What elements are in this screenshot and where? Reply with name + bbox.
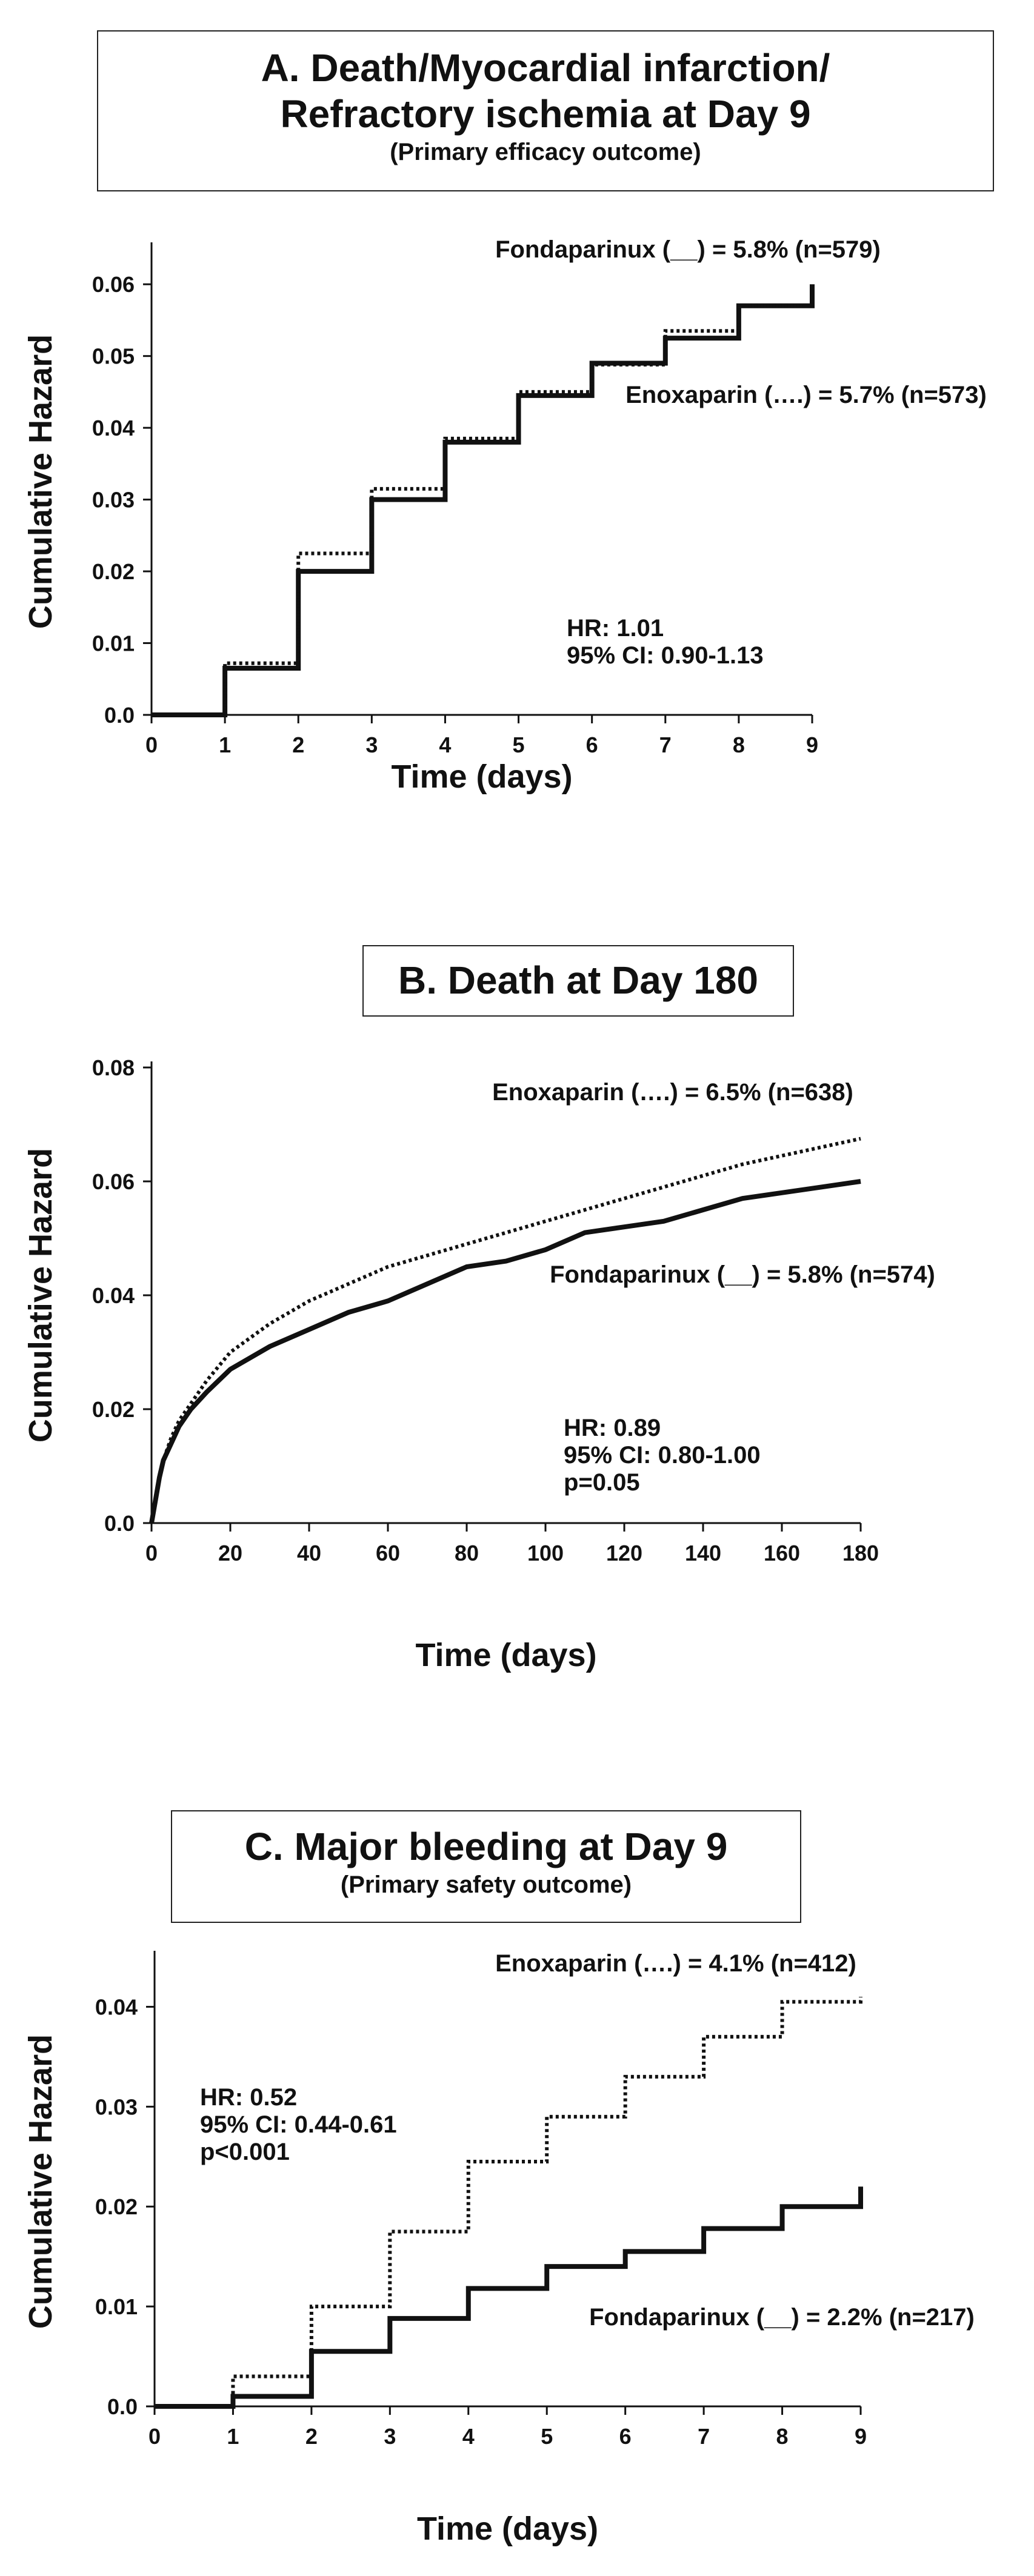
x-tick-label: 4 bbox=[439, 732, 451, 757]
y-tick-label: 0.01 bbox=[95, 2294, 138, 2319]
y-tick-label: 0.0 bbox=[104, 1511, 135, 1536]
x-tick-label: 2 bbox=[305, 2424, 318, 2449]
annotation-fonda-label: Fondaparinux (__) = 5.8% (n=574) bbox=[550, 1261, 935, 1288]
y-tick-label: 0.01 bbox=[92, 631, 135, 656]
annotation-ci: 95% CI: 0.90-1.13 bbox=[567, 642, 764, 669]
x-tick-label: 2 bbox=[292, 732, 304, 757]
panel-b-title-line1: B. Death at Day 180 bbox=[398, 958, 759, 1002]
panel-a-subtitle: (Primary efficacy outcome) bbox=[390, 139, 701, 165]
annotation-ci: 95% CI: 0.44-0.61 bbox=[200, 2111, 397, 2138]
series-line-enoxaparin bbox=[155, 1996, 862, 2408]
panel-c-subtitle: (Primary safety outcome) bbox=[340, 1871, 632, 1898]
y-tick-label: 0.05 bbox=[92, 344, 135, 369]
panel-c-title-box: C. Major bleeding at Day 9 (Primary safe… bbox=[171, 1810, 801, 1923]
x-tick-label: 160 bbox=[764, 1541, 800, 1565]
x-tick-label: 8 bbox=[776, 2424, 789, 2449]
chart-b: 0 20 40 60 80 100 120 140 160 180 0.0 0.02 0.04 0.06 0… bbox=[22, 1055, 935, 1673]
x-tick-label: 8 bbox=[733, 732, 745, 757]
x-tick-label: 3 bbox=[365, 732, 378, 757]
x-tick-label: 40 bbox=[297, 1541, 321, 1565]
x-tick-label: 6 bbox=[586, 732, 598, 757]
y-tick-label: 0.02 bbox=[95, 2194, 138, 2219]
x-tick-label: 5 bbox=[513, 732, 525, 757]
y-tick-label: 0.02 bbox=[92, 559, 135, 584]
y-tick-label: 0.02 bbox=[92, 1397, 135, 1422]
x-tick-label: 0 bbox=[145, 1541, 158, 1565]
x-tick-label: 140 bbox=[685, 1541, 721, 1565]
panel-c-title-line1: C. Major bleeding at Day 9 bbox=[244, 1825, 728, 1868]
y-axis-title: Cumulative Hazard bbox=[22, 1148, 59, 1442]
y-axis-title: Cumulative Hazard bbox=[22, 334, 59, 629]
series-line-fondaparinux bbox=[149, 1179, 861, 1524]
annotation-p: p<0.001 bbox=[200, 2139, 290, 2165]
x-tick-label: 9 bbox=[855, 2424, 867, 2449]
x-tick-label: 7 bbox=[698, 2424, 710, 2449]
y-tick-label: 0.08 bbox=[92, 1055, 135, 1080]
panel-a-title-line1: A. Death/Myocardial infarction/ bbox=[261, 46, 830, 90]
annotation-enox-label: Enoxaparin (….) = 4.1% (n=412) bbox=[495, 1950, 856, 1977]
series-line-enoxaparin bbox=[152, 298, 814, 717]
panel-a-title-line2: Refractory ischemia at Day 9 bbox=[280, 92, 811, 136]
y-tick-label: 0.03 bbox=[95, 2094, 138, 2119]
annotation-enox-label: Enoxaparin (….) = 6.5% (n=638) bbox=[492, 1079, 853, 1106]
series-line-enoxaparin bbox=[150, 1137, 861, 1524]
x-axis-title: Time (days) bbox=[417, 2511, 598, 2547]
x-axis-title: Time (days) bbox=[391, 759, 572, 795]
x-tick-label: 0 bbox=[145, 732, 158, 757]
x-tick-label: 20 bbox=[218, 1541, 242, 1565]
x-tick-label: 1 bbox=[227, 2424, 239, 2449]
x-tick-label: 7 bbox=[659, 732, 672, 757]
y-tick-label: 0.0 bbox=[104, 703, 135, 728]
series-line-fondaparinux bbox=[152, 284, 815, 717]
y-tick-label: 0.04 bbox=[92, 416, 135, 440]
x-tick-label: 120 bbox=[606, 1541, 642, 1565]
x-axis-title: Time (days) bbox=[415, 1637, 596, 1673]
annotation-hr: HR: 0.89 bbox=[564, 1415, 661, 1441]
x-tick-label: 4 bbox=[462, 2424, 475, 2449]
series-line-fondaparinux bbox=[155, 2186, 863, 2409]
panel-a-title-box: A. Death/Myocardial infarction/ Refracto… bbox=[97, 30, 994, 191]
x-tick-label: 100 bbox=[527, 1541, 564, 1565]
annotation-fonda-label: Fondaparinux (__) = 5.8% (n=579) bbox=[495, 236, 881, 263]
annotation-enox-label: Enoxaparin (….) = 5.7% (n=573) bbox=[625, 382, 987, 408]
y-tick-label: 0.04 bbox=[92, 1283, 135, 1308]
y-tick-label: 0.06 bbox=[92, 272, 135, 297]
y-axis-title: Cumulative Hazard bbox=[22, 2034, 59, 2329]
x-tick-label: 6 bbox=[619, 2424, 632, 2449]
x-tick-label: 5 bbox=[541, 2424, 553, 2449]
y-tick-label: 0.03 bbox=[92, 488, 135, 513]
annotation-fonda-label: Fondaparinux (__) = 2.2% (n=217) bbox=[589, 2304, 975, 2331]
x-tick-label: 60 bbox=[376, 1541, 400, 1565]
y-tick-label: 0.0 bbox=[107, 2394, 138, 2419]
annotation-hr: HR: 0.52 bbox=[200, 2084, 297, 2111]
annotation-hr: HR: 1.01 bbox=[567, 615, 664, 642]
panel-b-title-box: B. Death at Day 180 bbox=[362, 945, 794, 1017]
chart-a: 0 1 2 3 4 5 6 7 8 9 0.0 0.01 0.02 0.03 0.04 0.05 0.06 Tim… bbox=[22, 236, 987, 795]
x-tick-label: 3 bbox=[384, 2424, 396, 2449]
y-tick-label: 0.04 bbox=[95, 1994, 138, 2019]
x-tick-label: 180 bbox=[842, 1541, 879, 1565]
x-tick-label: 0 bbox=[148, 2424, 161, 2449]
annotation-p: p=0.05 bbox=[564, 1469, 640, 1496]
y-tick-label: 0.06 bbox=[92, 1169, 135, 1194]
x-tick-label: 80 bbox=[455, 1541, 479, 1565]
annotation-ci: 95% CI: 0.80-1.00 bbox=[564, 1442, 761, 1469]
x-tick-label: 1 bbox=[219, 732, 231, 757]
x-tick-label: 9 bbox=[806, 732, 818, 757]
